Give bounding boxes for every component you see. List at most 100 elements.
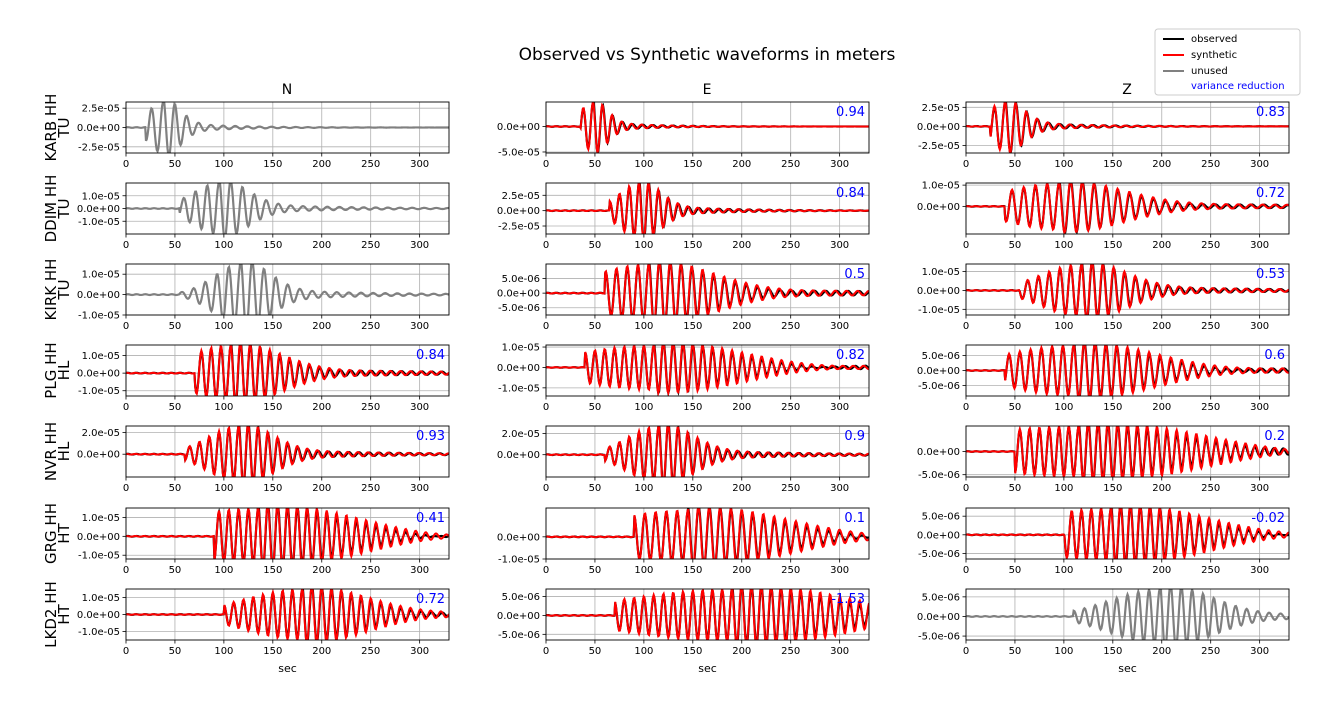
y-tick-label: -5.0e-05 xyxy=(498,147,540,158)
y-tick-label: 2.0e-05 xyxy=(82,428,120,439)
legend-box xyxy=(1154,28,1301,96)
x-tick-label: 0 xyxy=(963,240,969,251)
x-tick-label: 50 xyxy=(589,159,602,170)
x-tick-label: 100 xyxy=(214,240,233,251)
unused-trace xyxy=(126,102,449,153)
trace-group xyxy=(126,102,449,153)
y-tick-label: 0.0e+00 xyxy=(77,204,120,215)
x-tick-label: 250 xyxy=(361,159,380,170)
x-tick-label: 100 xyxy=(214,159,233,170)
variance-reduction-value: 0.93 xyxy=(416,429,445,444)
x-tick-label: 150 xyxy=(683,483,702,494)
synthetic-trace xyxy=(126,345,449,396)
synthetic-trace xyxy=(546,426,869,477)
waveform-panel: 0 50 100 150 200 250 300 5.0e-06 0.0e+00 -5.0e-06… xyxy=(917,344,1290,413)
x-tick-label: 0 xyxy=(543,646,549,657)
y-tick-label: 2.5e-05 xyxy=(922,103,960,114)
trace-group xyxy=(546,264,869,315)
synthetic-trace xyxy=(966,345,1289,396)
x-tick-label: 100 xyxy=(1054,402,1073,413)
y-tick-label: -1.0e-05 xyxy=(78,627,120,638)
synthetic-trace xyxy=(546,589,869,640)
panel-frame xyxy=(125,101,450,154)
x-tick-label: 0 xyxy=(123,402,129,413)
y-tick-label: -1.0e-05 xyxy=(498,555,540,566)
x-tick-label: 50 xyxy=(1009,159,1022,170)
waveform-panel: 0 50 100 150 200 250 300 5.0e-06 0.0e+00 -5.0e-06… xyxy=(497,263,870,332)
y-tick-label: -1.0e-05 xyxy=(78,551,120,562)
waveform-panel: 0 50 100 150 200 250 300 1.0e-05 0.0e+00 0.72 xyxy=(917,181,1290,251)
x-tick-label: 200 xyxy=(1152,646,1171,657)
x-tick-label: 300 xyxy=(410,402,429,413)
y-tick-label: 5.0e-06 xyxy=(502,592,540,603)
trace-group xyxy=(966,102,1289,153)
y-tick-label: 0.0e+00 xyxy=(497,206,540,217)
y-tick-label: -5.0e-06 xyxy=(918,549,960,560)
x-tick-label: 150 xyxy=(1103,321,1122,332)
x-tick-label: 200 xyxy=(312,565,331,576)
synthetic-trace xyxy=(546,102,869,153)
x-tick-label: 0 xyxy=(963,402,969,413)
y-tick-label: -5.0e-06 xyxy=(918,381,960,392)
x-tick-label: 300 xyxy=(410,159,429,170)
y-tick-label: 0.0e+00 xyxy=(497,450,540,461)
station-name-label: PLG HH xyxy=(42,342,60,398)
station-name-label: NVR HH xyxy=(42,422,60,481)
column-header-z: Z xyxy=(1122,82,1132,98)
x-tick-label: 300 xyxy=(830,321,849,332)
x-tick-label: 100 xyxy=(214,402,233,413)
variance-reduction-value: 0.1 xyxy=(844,511,865,526)
panel-frame xyxy=(965,263,1290,316)
panel-frame xyxy=(545,507,870,560)
x-tick-label: 300 xyxy=(410,646,429,657)
x-tick-label: 300 xyxy=(410,565,429,576)
x-tick-label: 200 xyxy=(732,646,751,657)
x-tick-label: 200 xyxy=(312,402,331,413)
x-tick-label: 0 xyxy=(963,565,969,576)
x-tick-label: 300 xyxy=(830,483,849,494)
station-network-label: TU xyxy=(55,117,73,138)
variance-reduction-value: -0.02 xyxy=(1251,511,1285,526)
x-tick-label: 300 xyxy=(1250,240,1269,251)
waveform-panel: 0 50 100 150 200 250 300 1.0e-05 0.0e+00 -1.0e-05… xyxy=(497,343,870,413)
trace-group xyxy=(966,345,1289,396)
x-tick-label: 200 xyxy=(1152,402,1171,413)
y-tick-label: -2.5e-05 xyxy=(918,141,960,152)
y-tick-label: 0.0e+00 xyxy=(77,290,120,301)
x-tick-label: 50 xyxy=(1009,402,1022,413)
x-tick-label: 300 xyxy=(410,240,429,251)
waveform-panel: 0 50 100 150 200 250 300 2.0e-05 0.0e+00 0.93 xyxy=(77,425,450,494)
x-tick-label: 150 xyxy=(263,565,282,576)
panel-frame xyxy=(545,263,870,316)
y-tick-label: 0.0e+00 xyxy=(917,122,960,133)
x-tick-label: 0 xyxy=(123,321,129,332)
synthetic-trace xyxy=(126,426,449,477)
y-tick-label: 0.0e+00 xyxy=(77,610,120,621)
x-tick-label: 100 xyxy=(214,321,233,332)
x-tick-label: 200 xyxy=(1152,240,1171,251)
variance-reduction-value: 0.94 xyxy=(836,105,865,120)
x-tick-label: 50 xyxy=(589,402,602,413)
y-tick-label: -5.0e-06 xyxy=(498,303,540,314)
legend-variance-reduction-label: variance reduction xyxy=(1191,81,1285,92)
column-headers: N E Z xyxy=(282,82,1132,98)
y-tick-label: 5.0e-06 xyxy=(922,351,960,362)
x-tick-label: 250 xyxy=(1201,483,1220,494)
x-tick-label: 50 xyxy=(1009,565,1022,576)
x-tick-label: 50 xyxy=(589,321,602,332)
y-tick-label: 1.0e-05 xyxy=(82,593,120,604)
x-tick-label: 250 xyxy=(1201,240,1220,251)
variance-reduction-value: 0.72 xyxy=(1256,186,1285,201)
trace-group xyxy=(966,508,1289,559)
x-tick-label: 250 xyxy=(781,321,800,332)
y-tick-label: -2.5e-05 xyxy=(498,222,540,233)
station-name-label: KIRK HH xyxy=(42,259,60,321)
y-tick-label: -1.0e-05 xyxy=(918,305,960,316)
trace-group xyxy=(966,183,1289,234)
x-tick-label: 50 xyxy=(1009,321,1022,332)
x-tick-label: 150 xyxy=(263,159,282,170)
